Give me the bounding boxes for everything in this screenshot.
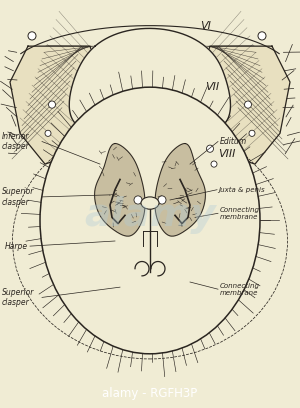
Polygon shape xyxy=(94,144,145,236)
Ellipse shape xyxy=(40,87,260,354)
Text: Juxta & penis: Juxta & penis xyxy=(218,187,265,193)
Circle shape xyxy=(244,101,251,108)
Circle shape xyxy=(49,101,56,108)
Circle shape xyxy=(249,130,255,136)
Text: VII: VII xyxy=(205,82,219,92)
Text: alamy: alamy xyxy=(84,196,216,234)
Polygon shape xyxy=(86,123,212,183)
Circle shape xyxy=(158,196,166,204)
Circle shape xyxy=(258,32,266,40)
Polygon shape xyxy=(200,46,290,164)
Polygon shape xyxy=(155,144,206,236)
Circle shape xyxy=(206,145,214,152)
Ellipse shape xyxy=(141,197,159,209)
Text: Superior
clasper: Superior clasper xyxy=(2,288,34,307)
Polygon shape xyxy=(10,46,100,164)
Text: VIII: VIII xyxy=(218,149,236,159)
Circle shape xyxy=(134,196,142,204)
Text: Inferior
clasper: Inferior clasper xyxy=(2,132,30,151)
Polygon shape xyxy=(69,29,230,142)
Circle shape xyxy=(211,161,217,167)
Text: Connecting
membrane: Connecting membrane xyxy=(220,207,260,220)
Text: Connecting
membrane: Connecting membrane xyxy=(220,283,260,296)
Text: Harpe: Harpe xyxy=(5,242,28,251)
Circle shape xyxy=(45,130,51,136)
Text: Superior
clasper: Superior clasper xyxy=(2,187,34,206)
Circle shape xyxy=(28,32,36,40)
Text: VI: VI xyxy=(200,21,211,31)
Text: alamy - RGFH3P: alamy - RGFH3P xyxy=(102,387,198,400)
Text: Editum: Editum xyxy=(220,137,247,146)
